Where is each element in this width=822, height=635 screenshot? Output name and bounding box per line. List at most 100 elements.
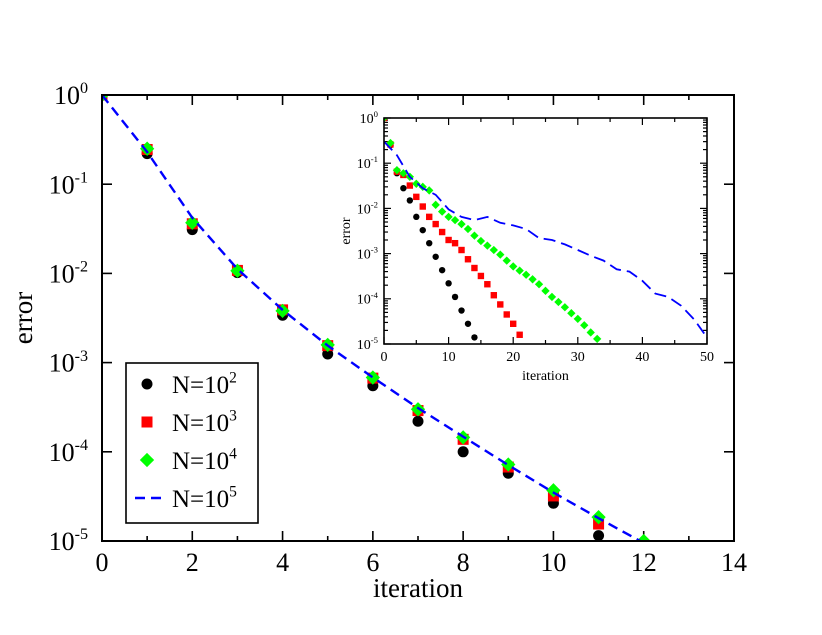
y-tick-label-base: 10 [357,293,371,308]
legend-label-exponent: 2 [229,370,237,387]
data-point-diamond [586,328,595,337]
y-tick-label: 10-2 [357,199,378,217]
x-tick-label: 30 [571,350,585,365]
data-point-square [406,182,414,189]
data-point-diamond [534,280,544,289]
data-layer [102,95,651,541]
data-point-diamond [515,266,524,275]
y-tick-label-base: 10 [357,157,371,172]
data-point-square [464,256,472,263]
legend-swatch-diamond [139,452,155,468]
y-tick-label-exponent: -5 [371,335,378,345]
y-tick-label-base: 10 [357,338,371,353]
data-point-circle [458,307,465,314]
legend-label-exponent: 5 [229,484,237,501]
data-point-square [484,281,491,288]
data-point-square [458,246,465,254]
x-tick-label: 0 [96,548,109,577]
plot-frame [383,117,708,345]
x-tick-label: 12 [631,548,657,577]
x-tick-label: 4 [276,548,289,577]
x-tick-label: 8 [457,548,470,577]
y-tick-label-exponent: 0 [374,109,378,119]
data-point-diamond [541,286,550,296]
y-tick-label-exponent: -4 [371,290,379,300]
legend-label-base: N=10 [172,372,229,399]
data-point-circle [593,530,605,541]
data-point-diamond [501,457,516,472]
data-point-diamond [521,270,531,279]
y-tick-label-exponent: -4 [75,437,88,454]
data-point-circle [451,293,459,301]
data-point-circle [322,348,334,360]
data-point-diamond [444,212,453,222]
x-tick-label: 0 [381,350,388,365]
x-axis-title: iteration [373,573,463,603]
y-axis-title: error [8,292,38,344]
data-point-diamond [139,141,155,156]
data-point-square [471,264,478,272]
series-n-10-5 [384,140,707,338]
legend-label: N=105 [172,484,237,514]
data-point-diamond [502,256,511,265]
data-point-diamond [567,309,576,318]
data-point-diamond [573,314,582,324]
data-point-circle [419,226,426,234]
data-point-diamond [554,297,563,307]
data-point-circle [426,239,433,247]
y-tick-label-base: 10 [54,81,80,110]
data-point-diamond [496,250,505,259]
y-tick-label: 10-4 [357,290,379,308]
data-point-diamond [230,263,245,278]
y-tick-label-base: 10 [357,248,371,263]
data-point-diamond [463,224,473,234]
data-point-square [516,331,523,338]
data-point-diamond [470,231,479,240]
y-tick-label-base: 10 [49,527,75,556]
data-point-square [510,320,517,327]
data-point-diamond [412,179,421,188]
data-point-circle [432,253,439,260]
data-point-circle [406,197,414,204]
x-tick-label: 14 [721,548,747,577]
data-point-square [432,220,439,228]
data-point-diamond [450,215,460,225]
data-point-diamond [593,334,602,344]
data-point-circle [412,415,424,427]
data-point-square [426,213,433,221]
data-point-circle [464,320,472,327]
data-point-circle [457,446,469,458]
y-tick-label: 10-3 [357,245,378,263]
y-tick-label-exponent: -2 [75,259,88,276]
data-point-diamond [476,236,486,246]
y-tick-label-exponent: -3 [371,245,378,255]
data-point-diamond [528,275,537,284]
legend-label: N=102 [172,370,237,400]
y-tick-label: 10-5 [357,335,378,353]
data-point-diamond [509,262,518,271]
legend-swatch-circle [141,378,153,390]
data-point-square [497,301,504,308]
data-point-diamond [399,169,408,178]
data-point-diamond [560,303,570,312]
data-point-circle [445,280,452,287]
data-point-diamond [437,207,447,216]
data-point-diamond [431,200,440,209]
legend-label-base: N=10 [172,486,229,513]
plot-area [384,118,707,344]
data-point-diamond [636,533,651,541]
legend-label-exponent: 3 [229,408,237,425]
data-point-square [503,311,510,318]
data-point-circle [471,334,478,341]
data-point-diamond [457,219,466,229]
data-point-circle [438,266,446,274]
x-tick-label: 20 [506,350,520,365]
series-n-10-5 [102,95,643,541]
legend-swatch-square [141,416,153,428]
data-point-circle [400,184,407,192]
data-point-square [490,292,498,299]
y-tick-label-exponent: -1 [371,154,378,164]
y-tick-label: 10-2 [49,259,88,289]
plot-frame [101,94,735,542]
data-layer [384,118,707,344]
